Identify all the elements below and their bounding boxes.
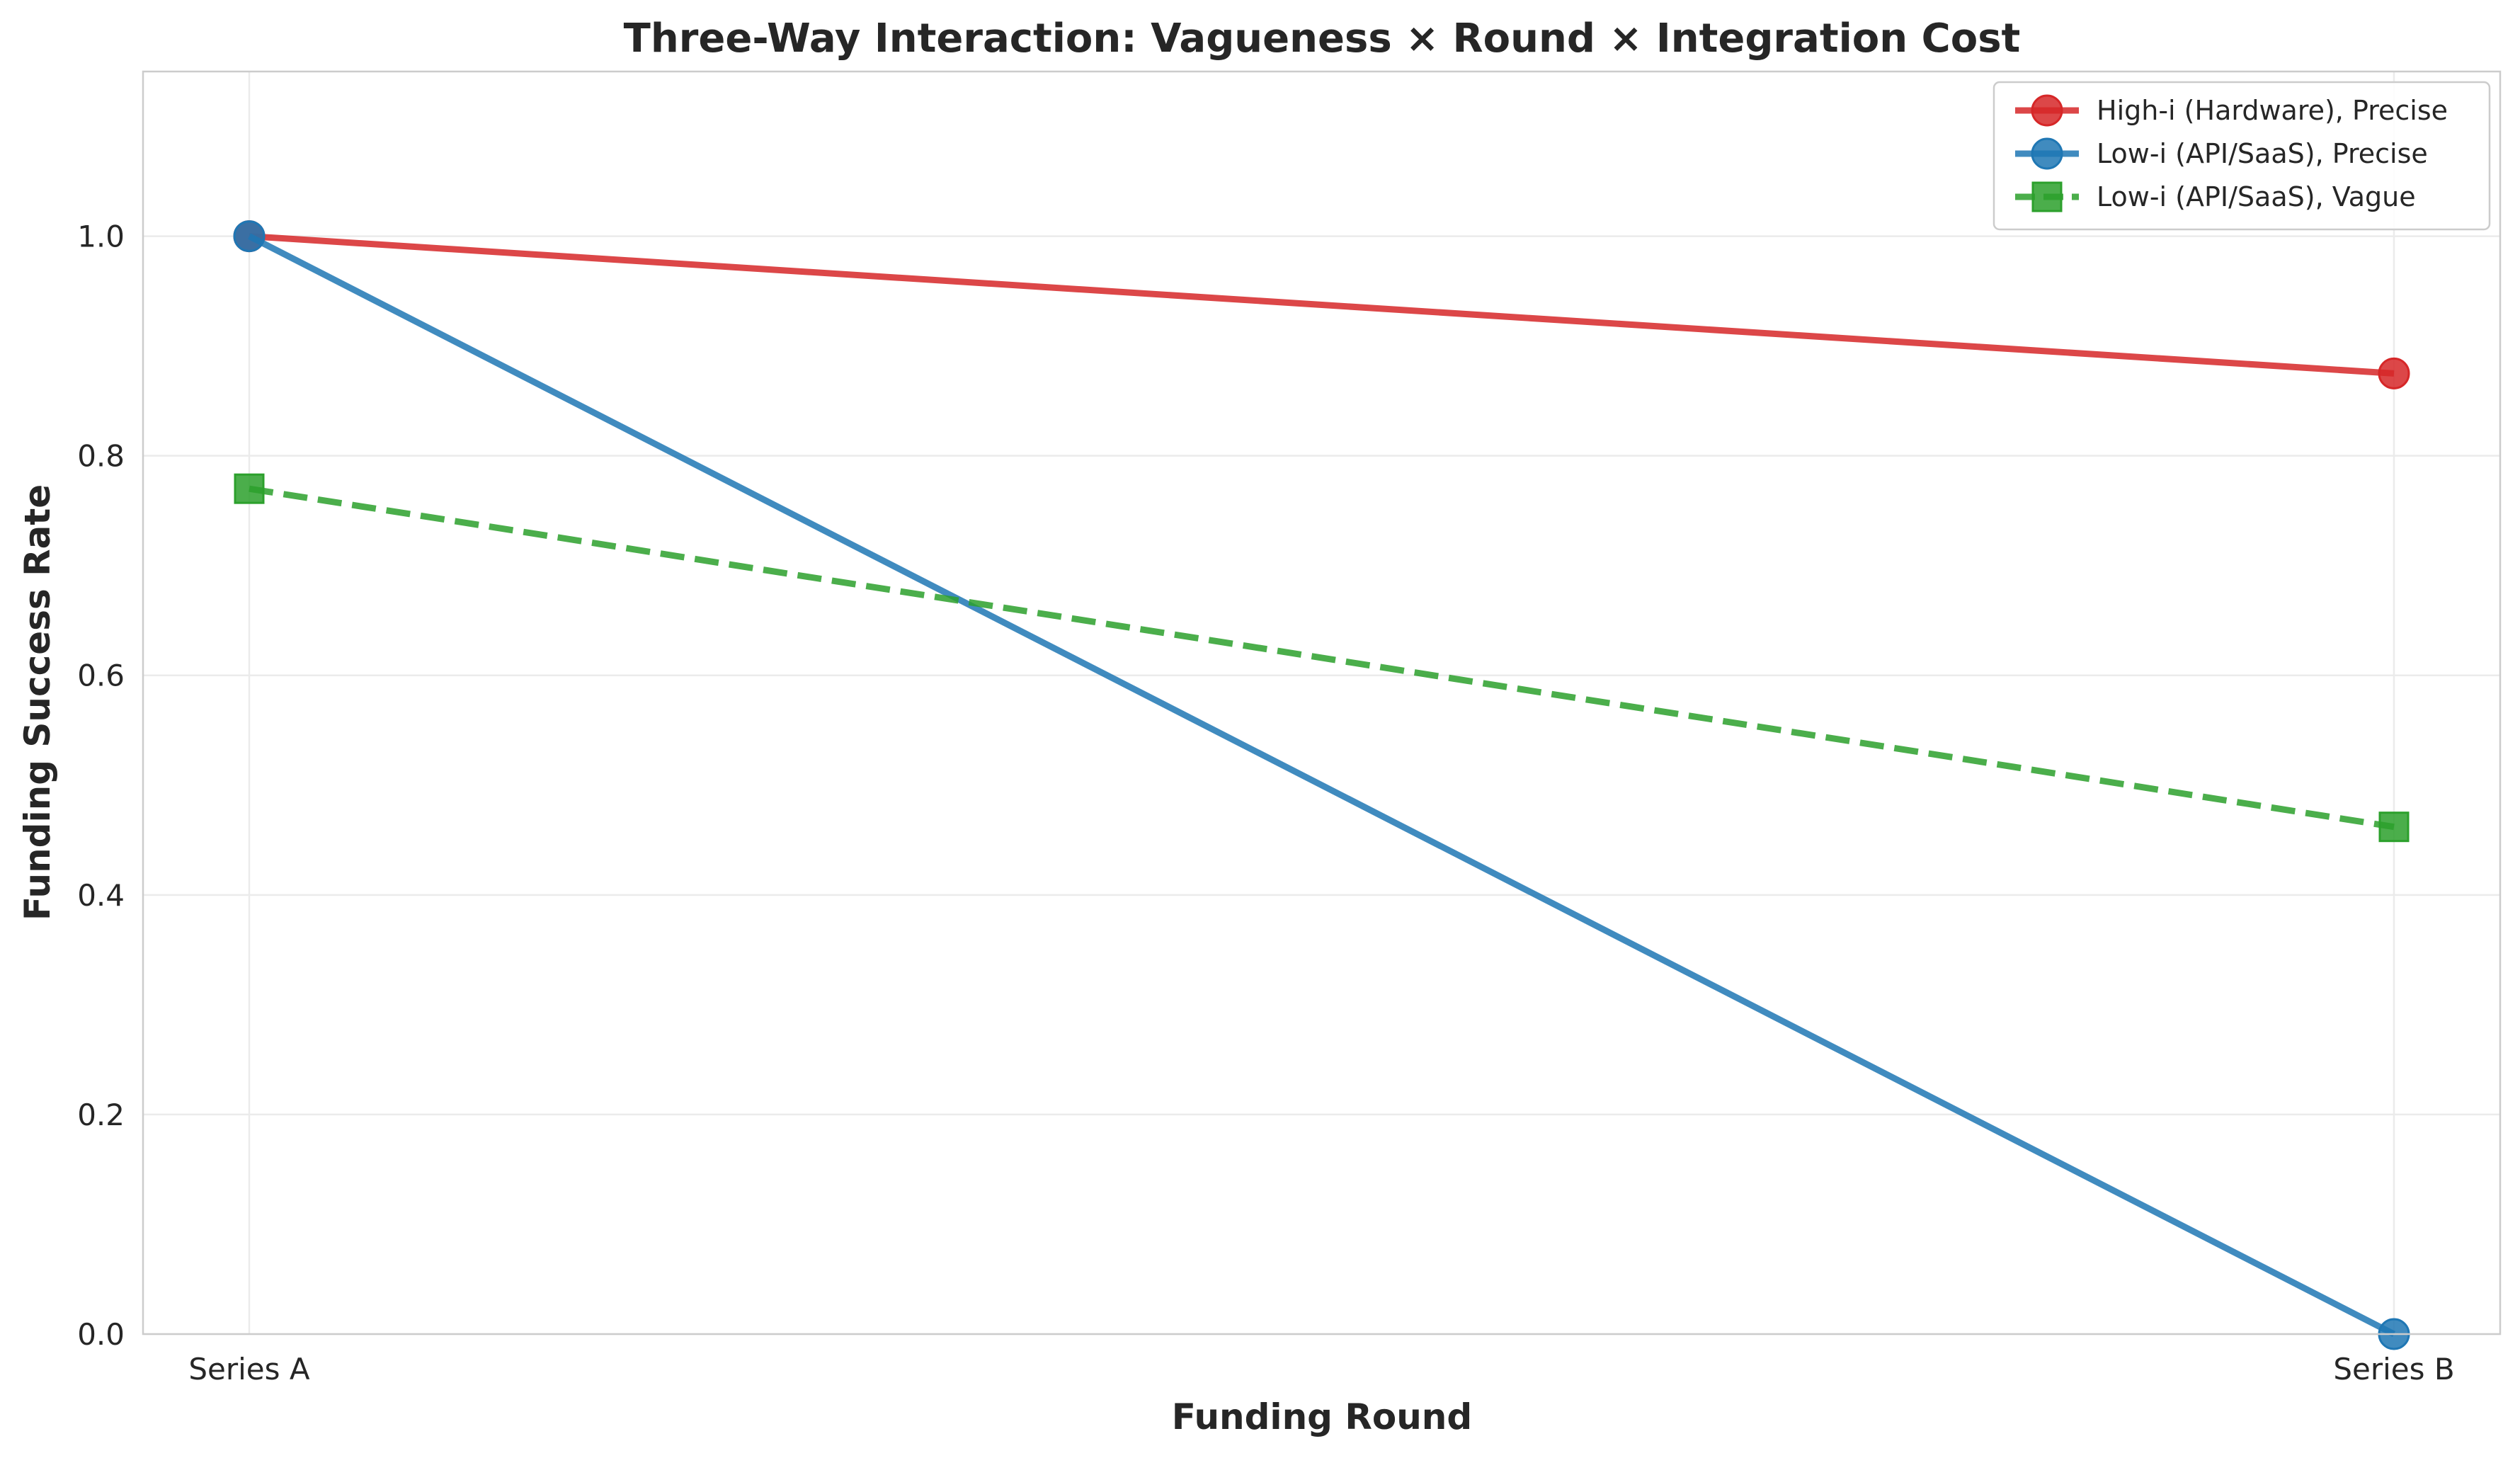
data-point <box>234 473 265 504</box>
legend-entry: Low-i (API/SaaS), Vague <box>2015 181 2416 212</box>
x-tick-label: Series B <box>2333 1352 2454 1386</box>
legend-label: Low-i (API/SaaS), Vague <box>2097 181 2416 212</box>
legend-entry: High-i (Hardware), Precise <box>2015 94 2448 127</box>
plot-frame <box>142 70 2502 1335</box>
y-tick-label: 0.0 <box>77 1317 125 1352</box>
data-point <box>2378 357 2410 389</box>
y-tick-label: 1.0 <box>77 220 125 254</box>
legend-marker <box>2031 137 2063 170</box>
data-point <box>233 220 266 253</box>
chart-title: Three-Way Interaction: Vagueness × Round… <box>624 16 2021 62</box>
legend-entry: Low-i (API/SaaS), Precise <box>2015 137 2428 170</box>
legend-box <box>1992 81 2491 231</box>
series-line <box>249 485 2395 831</box>
y-axis-ticks: 0.0 0.2 0.4 0.6 0.8 1.0 <box>77 220 125 1352</box>
y-tick-label: 0.4 <box>77 878 125 913</box>
legend-marker <box>2031 94 2063 127</box>
y-tick-label: 0.2 <box>77 1098 125 1132</box>
y-tick-label: 0.6 <box>77 659 125 693</box>
series-1 <box>233 220 2410 1350</box>
data-point <box>2378 811 2410 843</box>
legend-marker <box>2031 181 2063 212</box>
legend-label: Low-i (API/SaaS), Precise <box>2097 138 2428 169</box>
y-tick-label: 0.8 <box>77 439 125 474</box>
x-tick-label: Series A <box>188 1352 310 1386</box>
x-axis-ticks: Series A Series B <box>188 1352 2454 1386</box>
series-line <box>247 233 2396 1338</box>
legend-items: High-i (Hardware), Precise Low-i (API/Saa… <box>2015 94 2448 212</box>
series-line <box>249 233 2395 377</box>
x-axis-label: Funding Round <box>1172 1396 1472 1437</box>
y-axis-label: Funding Success Rate <box>17 484 58 921</box>
plot-series <box>233 220 2410 1350</box>
legend: High-i (Hardware), Precise Low-i (API/Saa… <box>1992 81 2491 231</box>
series-2 <box>234 473 2410 843</box>
legend-label: High-i (Hardware), Precise <box>2097 95 2448 126</box>
